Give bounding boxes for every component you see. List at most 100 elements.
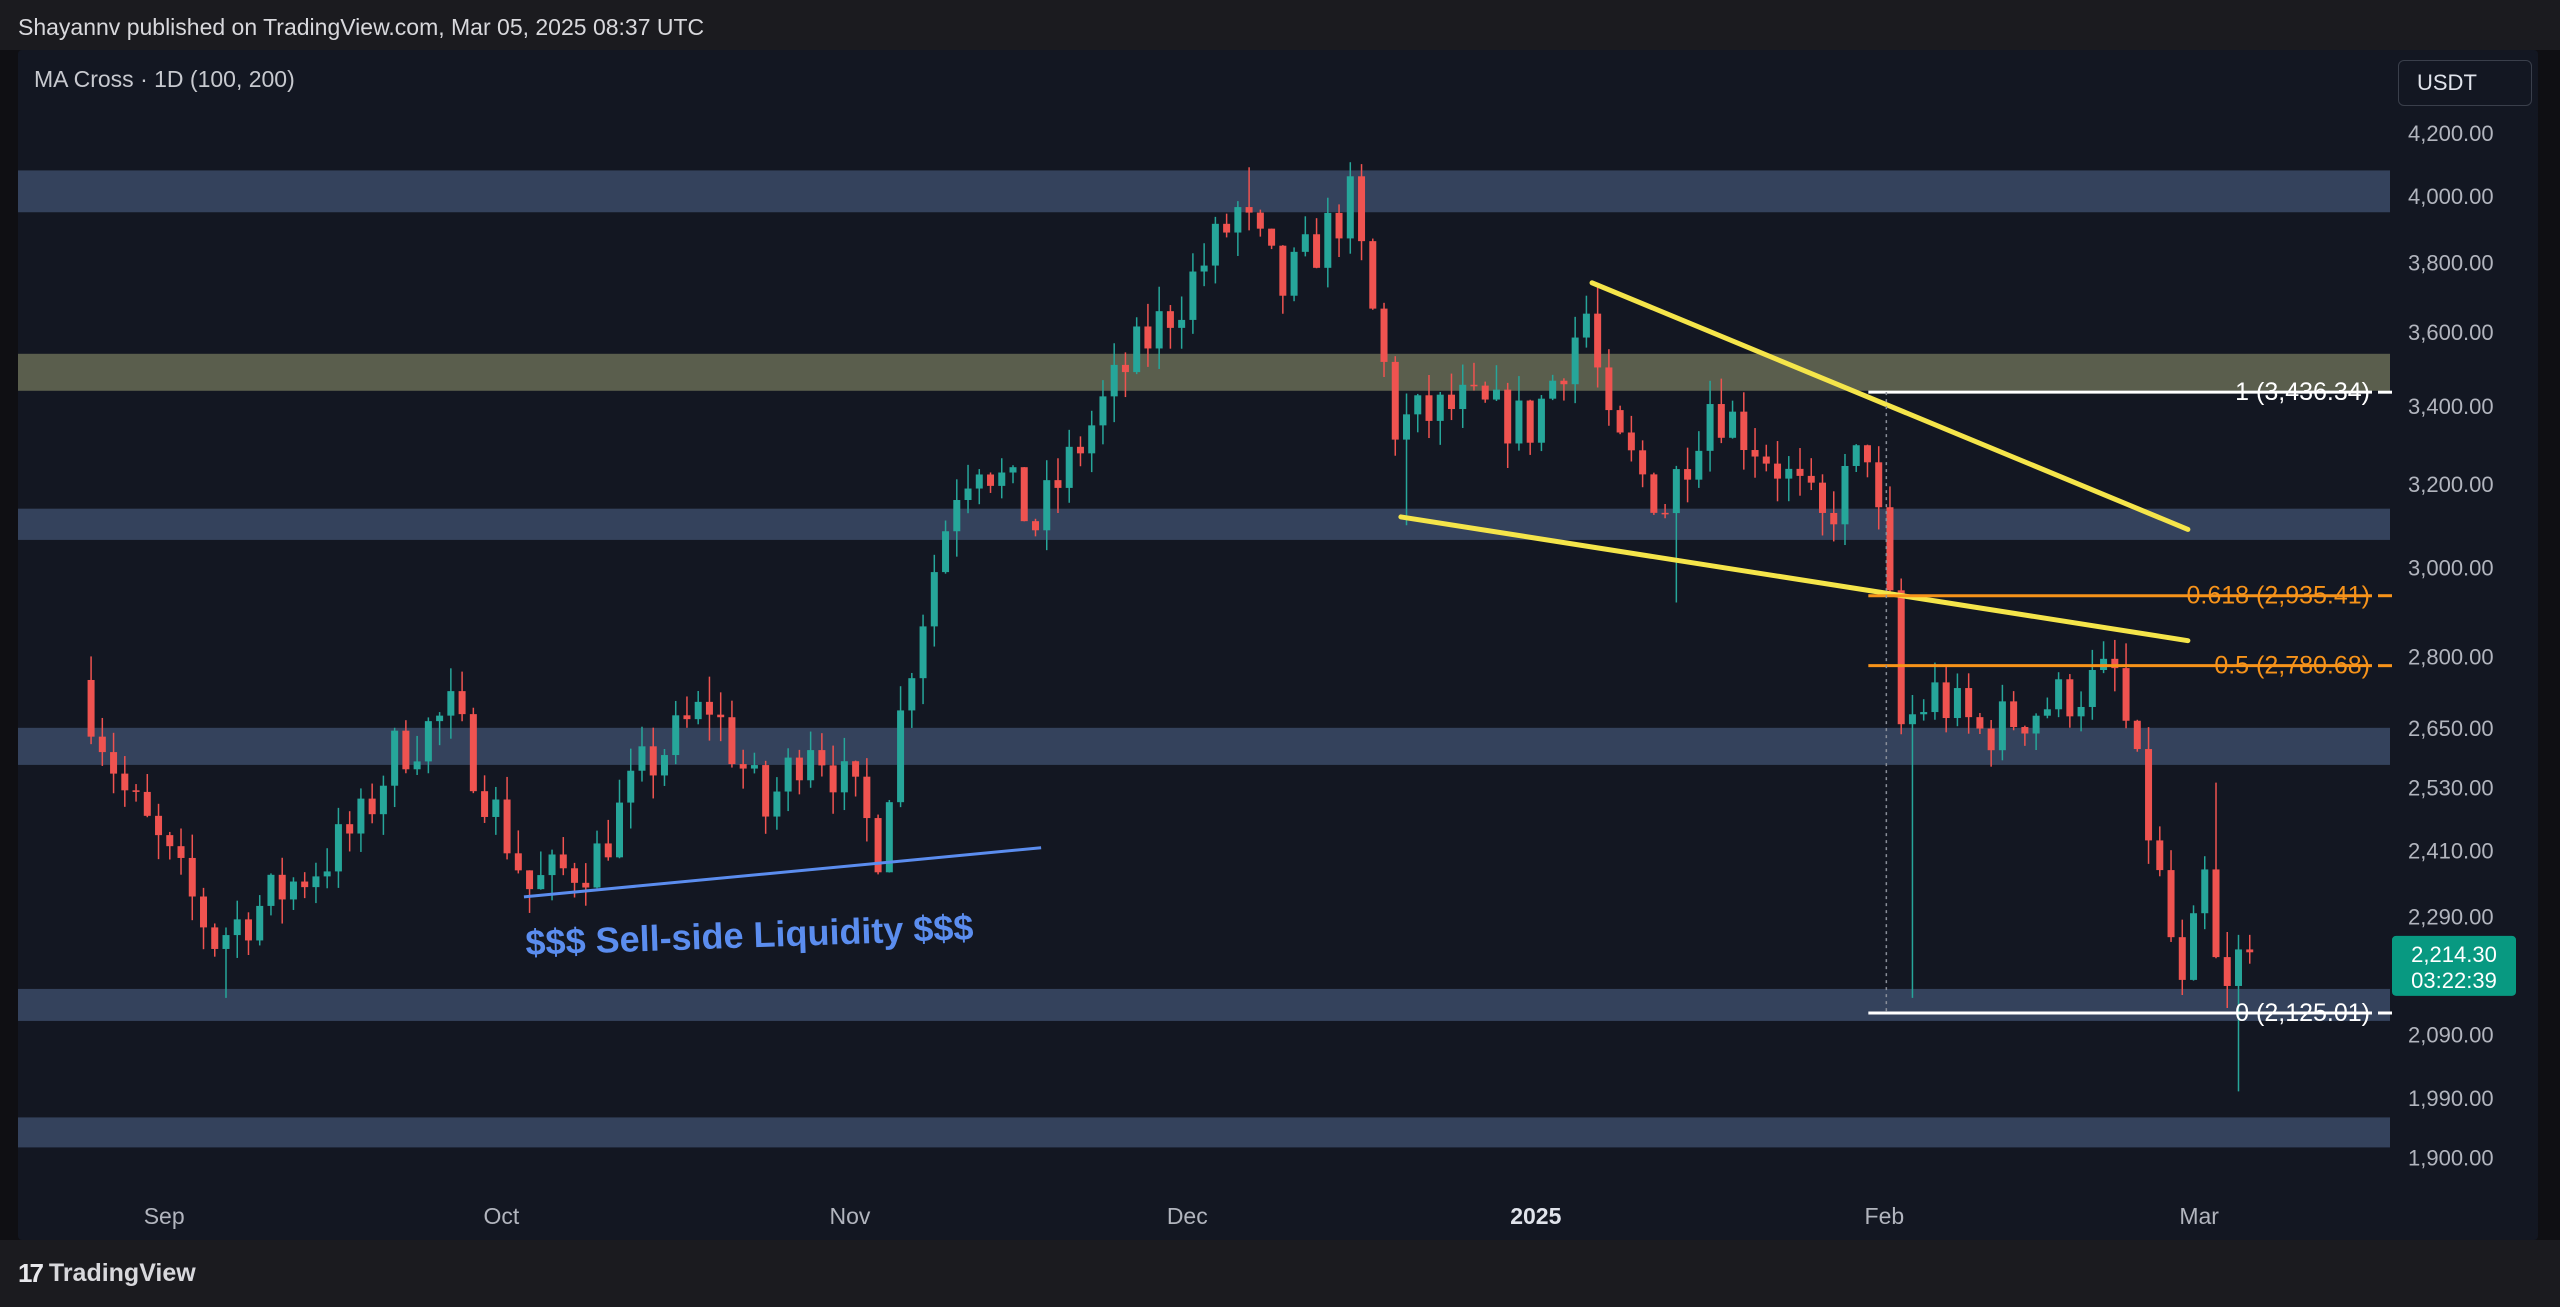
candle-body [177, 846, 185, 858]
candle-body [852, 761, 860, 777]
candle-body [683, 715, 691, 720]
candle-body [1279, 245, 1287, 296]
candle-body [413, 761, 421, 770]
candle-body [1627, 432, 1635, 451]
price-tick-label: 3,200.00 [2408, 472, 2494, 497]
candle-body [1684, 469, 1692, 480]
candle-body [278, 874, 286, 900]
candle-body [1897, 590, 1905, 725]
candle-body [1380, 308, 1388, 362]
candle-body [391, 730, 399, 786]
zone-layer [18, 170, 2390, 1148]
candle-body [784, 757, 792, 792]
candle-body [1830, 512, 1838, 525]
candle-body [2077, 706, 2085, 717]
time-tick-label: Nov [830, 1203, 871, 1229]
price-tick-label: 2,290.00 [2408, 904, 2494, 929]
price-tick-label: 3,000.00 [2408, 556, 2494, 581]
publish-header: Shayannv published on TradingView.com, M… [0, 0, 2560, 50]
candle-body [1672, 469, 1680, 514]
time-tick-label: Feb [1865, 1203, 1905, 1229]
candle-body [1796, 468, 1804, 476]
candle-body [1920, 712, 1928, 715]
candle-body [998, 472, 1006, 486]
candle-body [1863, 445, 1871, 463]
candle-body [267, 874, 275, 906]
candle-body [1391, 361, 1399, 440]
candle-body [1447, 394, 1455, 410]
candle-body [1043, 480, 1051, 531]
time-axis: Sep Oct Nov Dec 2025 Feb Mar [144, 1203, 2220, 1229]
price-tick-label: 1,900.00 [2408, 1146, 2494, 1171]
candle-body [1459, 384, 1467, 410]
candle-body [975, 474, 983, 489]
candle-body [1245, 207, 1253, 213]
candle-body [110, 752, 118, 774]
tradingview-logo-icon: 17 [18, 1258, 44, 1288]
candle-body [1335, 212, 1343, 239]
candle-body [840, 761, 848, 793]
candle-body [1740, 411, 1748, 451]
price-tick-label: 3,400.00 [2408, 394, 2494, 419]
candle-body [571, 868, 579, 883]
candle-body [436, 715, 444, 722]
candle-body [1144, 326, 1152, 349]
candle-body [660, 755, 668, 776]
candle-body [739, 764, 747, 769]
last-price-countdown: 03:22:39 [2411, 968, 2497, 993]
candle-body [312, 876, 320, 888]
candle-body [2234, 949, 2242, 986]
candle-body [897, 710, 905, 803]
candle-body [987, 474, 995, 486]
candle-body [604, 843, 612, 858]
candle-body [1616, 410, 1624, 433]
candle-body [1549, 380, 1557, 399]
candle-body [301, 881, 309, 888]
candle-body [1785, 468, 1793, 479]
candle-body [717, 714, 725, 718]
candle-body [1425, 395, 1433, 421]
candle-body [211, 927, 219, 949]
candle-body [964, 488, 972, 501]
candle-body [1953, 688, 1961, 719]
candle-body [143, 791, 151, 816]
price-tick-label: 2,090.00 [2408, 1022, 2494, 1047]
wedge-trendline-0 [1589, 280, 2191, 532]
candle-body [1470, 384, 1478, 387]
candle-body [1852, 445, 1860, 466]
candle-body [87, 679, 95, 737]
candle-body [379, 785, 387, 815]
tradingview-branding[interactable]: 17 TradingView [18, 1258, 196, 1289]
indicator-label[interactable]: MA Cross · 1D (100, 200) [34, 66, 295, 92]
candle-body [323, 871, 331, 877]
candle-body [1099, 396, 1107, 426]
candle-body [424, 721, 432, 762]
candle-layer [87, 162, 2254, 1092]
candle-body [233, 919, 241, 936]
currency-selector-button[interactable]: USDT [2398, 60, 2532, 106]
candle-body [1403, 414, 1411, 440]
candle-body [649, 746, 657, 776]
candle-body [1133, 326, 1141, 373]
candle-body [1121, 364, 1129, 373]
candle-body [885, 802, 893, 873]
candle-body [514, 853, 522, 871]
candle-body [1155, 311, 1163, 349]
candle-body [1178, 319, 1186, 328]
candle-body [863, 776, 871, 819]
candle-body [503, 799, 511, 854]
candle-body [2178, 937, 2186, 980]
candle-body [1875, 462, 1883, 508]
candle-body [2088, 670, 2096, 707]
candle-body [1256, 212, 1264, 229]
wedge-trendline-1 [1398, 514, 2191, 644]
time-tick-label: Dec [1167, 1203, 1208, 1229]
candle-body [1088, 425, 1096, 454]
candle-body [1729, 411, 1737, 438]
price-tick-label: 2,530.00 [2408, 776, 2494, 801]
candle-body [694, 701, 702, 720]
candle-body [2122, 668, 2130, 721]
candle-body [773, 791, 781, 817]
candle-body [750, 765, 758, 769]
